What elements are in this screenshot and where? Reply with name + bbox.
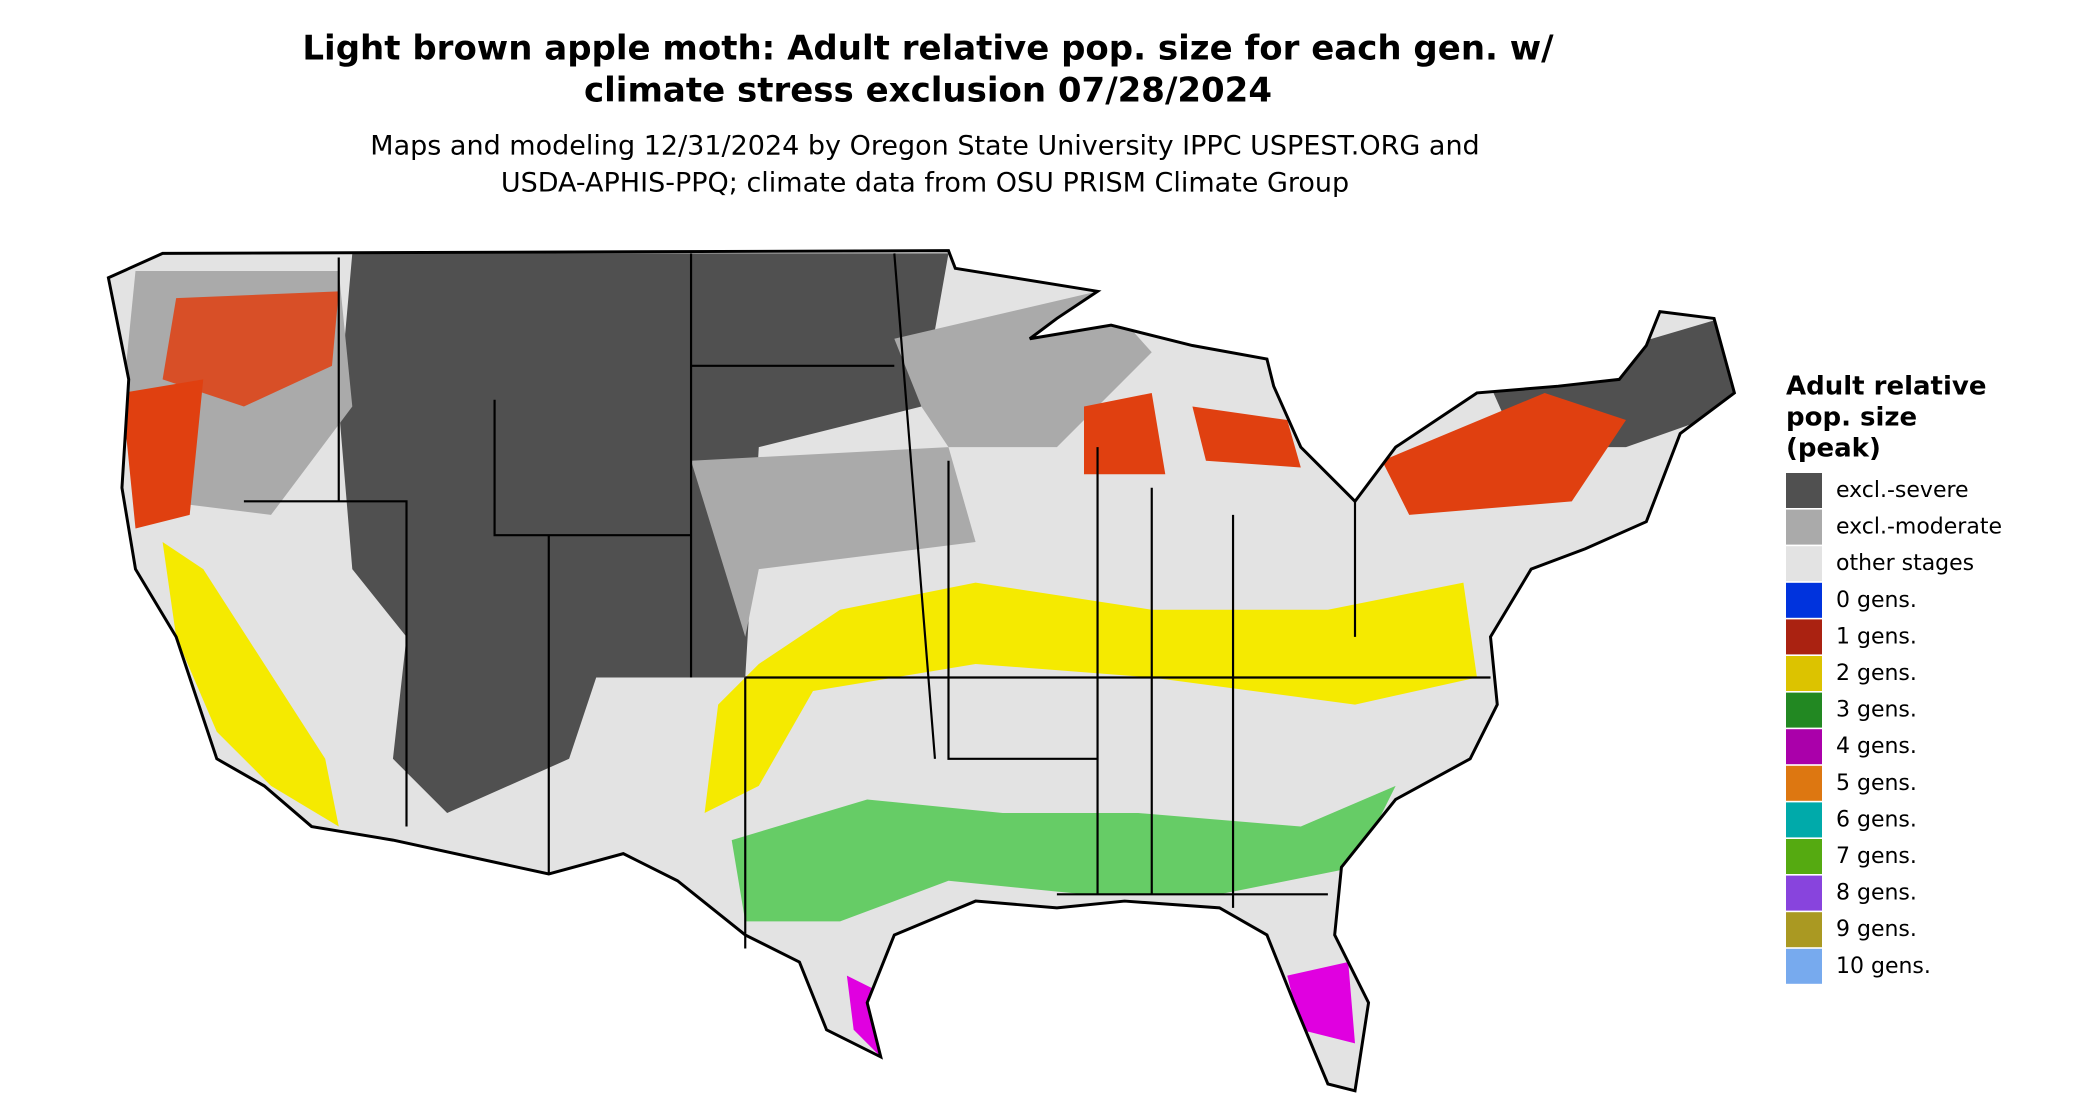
legend-swatch: [1786, 765, 1822, 801]
title: Light brown apple moth: Adult relative p…: [302, 29, 1554, 69]
legend-label: 4 gens.: [1836, 734, 1917, 759]
legend-swatch: [1786, 582, 1822, 618]
legend-swatch: [1786, 656, 1822, 691]
legend-title: (peak): [1786, 434, 1881, 464]
map-fill: [121, 253, 1735, 1057]
subtitle: USDA-APHIS-PPQ; climate data from OSU PR…: [501, 168, 1349, 199]
legend-label: 1 gens.: [1836, 624, 1917, 649]
legend-label: 10 gens.: [1836, 954, 1931, 979]
legend-label: excl.-severe: [1836, 478, 1969, 503]
legend-swatch: [1786, 839, 1822, 874]
legend-label: 5 gens.: [1836, 771, 1917, 796]
legend-label: 9 gens.: [1836, 917, 1917, 942]
legend-label: excl.-moderate: [1836, 515, 2002, 540]
title: climate stress exclusion 07/28/2024: [584, 71, 1272, 111]
legend-swatch: [1786, 473, 1822, 508]
subtitle: Maps and modeling 12/31/2024 by Oregon S…: [370, 131, 1479, 162]
legend-label: 2 gens.: [1836, 661, 1917, 686]
legend-swatch: [1786, 729, 1822, 765]
legend-swatch: [1786, 692, 1822, 728]
legend-swatch: [1786, 619, 1822, 655]
legend-swatch: [1786, 509, 1822, 545]
legend-label: other stages: [1836, 551, 1974, 576]
legend-swatch: [1786, 802, 1822, 838]
legend-swatch: [1786, 912, 1822, 948]
legend-title: pop. size: [1786, 403, 1917, 433]
map: [106, 249, 1736, 1093]
legend-swatch: [1786, 875, 1822, 911]
legend-label: 0 gens.: [1836, 588, 1917, 613]
state-borders: [243, 253, 1491, 949]
legend-swatch: [1786, 948, 1822, 984]
legend-label: 8 gens.: [1836, 881, 1917, 906]
legend-swatch: [1786, 546, 1822, 582]
legend-title: Adult relative: [1786, 372, 1986, 402]
legend-label: 3 gens.: [1836, 698, 1917, 723]
legend-label: 6 gens.: [1836, 807, 1917, 832]
legend-label: 7 gens.: [1836, 844, 1917, 869]
